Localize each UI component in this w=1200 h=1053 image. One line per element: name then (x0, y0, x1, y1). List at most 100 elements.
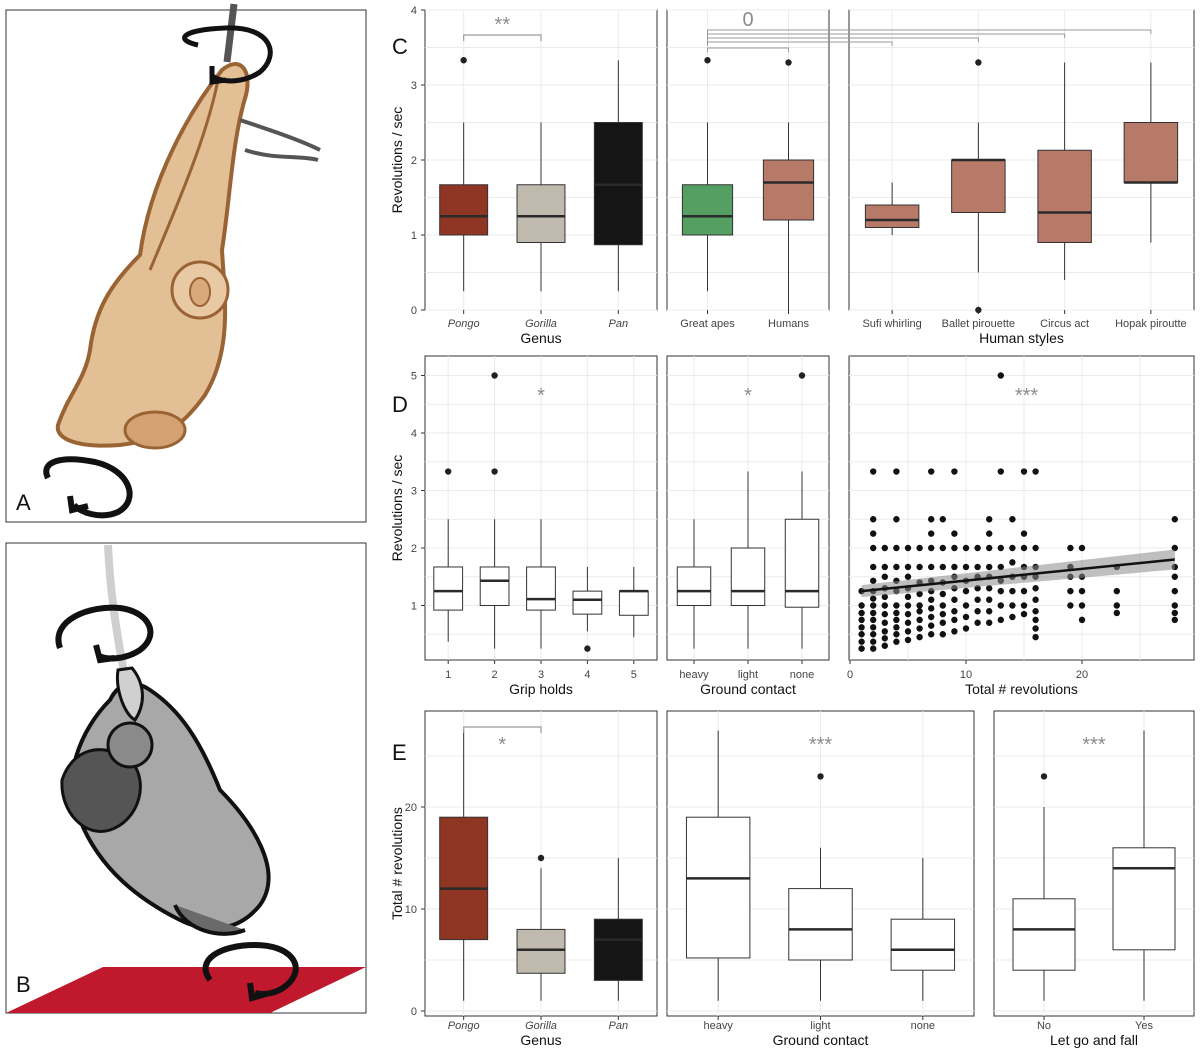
scatter-point (1020, 544, 1028, 552)
scatter-point (870, 595, 877, 602)
scatter-point (939, 631, 946, 638)
x-tick-label: 20 (1076, 669, 1088, 681)
scatter-point (986, 563, 993, 571)
scatter-point (881, 573, 888, 580)
rotation-arrow-bottom-icon (202, 941, 299, 1002)
y-tick-label: 2 (411, 543, 417, 555)
x-tick-label: 1 (445, 669, 451, 681)
x-tick-label: Yes (1135, 1020, 1153, 1032)
scatter-point (858, 602, 865, 609)
scatter-point (881, 602, 888, 609)
x-tick-label: Pongo (448, 318, 480, 330)
x-tick-label: Gorilla (525, 1020, 557, 1032)
scatter-point (997, 544, 1004, 552)
scatter-point (997, 563, 1004, 571)
x-tick-label: No (1037, 1020, 1051, 1032)
scatter-point (893, 602, 900, 609)
orangutan-illustration (55, 3, 321, 450)
scatter-point (1009, 613, 1016, 621)
scatter-point (1032, 625, 1039, 632)
outlier-point (704, 57, 711, 64)
scatter-point (870, 563, 877, 571)
scatter-point (939, 619, 946, 626)
scatter-point (870, 577, 877, 584)
y-tick-label: 0 (411, 305, 417, 317)
scatter-point (928, 544, 935, 552)
scatter-point (870, 609, 877, 617)
outlier-point (584, 645, 591, 652)
x-tick-label: Ballet pirouette (942, 318, 1015, 330)
scatter-point (1113, 602, 1121, 609)
scatter-point (1032, 544, 1039, 552)
scatter-point (1067, 544, 1074, 552)
scatter-point (1020, 587, 1028, 595)
scatter-point (962, 625, 970, 632)
scatter-point (858, 609, 865, 617)
box-e3-0 (1012, 773, 1076, 1001)
scatter-point (916, 590, 923, 598)
scatter-point (928, 516, 935, 523)
scatter-point (1171, 516, 1179, 523)
box-e3-1 (1112, 730, 1176, 1001)
box-d2-2 (784, 372, 820, 649)
scatter-point (881, 619, 888, 626)
scatter-point (974, 563, 981, 571)
scatter-point (893, 516, 900, 523)
scatter-point (928, 622, 935, 629)
scatter-point (904, 628, 912, 635)
box-rect (572, 590, 603, 615)
scatter-point (951, 563, 958, 571)
box-c2-0 (681, 57, 734, 292)
scatter-point (893, 563, 900, 571)
box-e2-1 (788, 773, 853, 1001)
scatter-point (928, 613, 935, 621)
box-d1-4 (618, 566, 649, 638)
y-tick-label: 3 (411, 486, 417, 498)
outlier-point (798, 372, 806, 379)
x-axis-label: Ground contact (700, 681, 796, 697)
scatter-point (928, 468, 935, 475)
comparison-bracket (707, 47, 789, 52)
scatter-point (928, 596, 935, 603)
scatter-point (1171, 616, 1179, 624)
regression-ci-band (861, 549, 1175, 598)
significance-label: 0 (742, 9, 753, 31)
scatter-point (870, 638, 877, 645)
scatter-point (916, 602, 923, 609)
x-axis-label: Human styles (979, 330, 1064, 346)
illustration-b-panel: B (5, 542, 367, 1014)
scatter-point (974, 544, 981, 552)
box-rect (593, 918, 643, 981)
scatter-point (1009, 516, 1016, 523)
scatter-point (1009, 587, 1016, 595)
scatter-point (997, 602, 1004, 609)
box-c1-2 (593, 60, 643, 292)
significance-bracket (463, 34, 542, 41)
x-tick-label: 10 (960, 669, 972, 681)
significance-label: *** (1082, 734, 1106, 756)
box-c3-0 (864, 182, 920, 235)
significance-label: ** (495, 14, 511, 36)
box-c2-1 (762, 59, 815, 310)
scatter-point (904, 544, 912, 552)
rotation-arrow-bottom-icon (43, 456, 133, 519)
x-tick-label: Circus act (1040, 318, 1089, 330)
outlier-point (460, 57, 467, 64)
scatter-point (858, 638, 865, 645)
scatter-point (1032, 608, 1039, 615)
y-tick-label: 4 (411, 428, 417, 440)
scatter-point (881, 593, 888, 601)
scatter-point (893, 616, 900, 624)
panel-letter-e: E (392, 740, 407, 765)
x-tick-label: Pongo (448, 1020, 480, 1032)
scatter-point (870, 645, 877, 652)
scatter-point (904, 573, 912, 580)
scatter-point (951, 530, 958, 537)
scatter-point (939, 590, 946, 598)
box-rect (1037, 149, 1092, 243)
scatter-point (997, 616, 1004, 624)
scatter-point (893, 609, 900, 617)
x-axis-label: Genus (520, 1032, 561, 1048)
comparison-bracket (707, 33, 1066, 38)
scatter-point (997, 468, 1004, 475)
